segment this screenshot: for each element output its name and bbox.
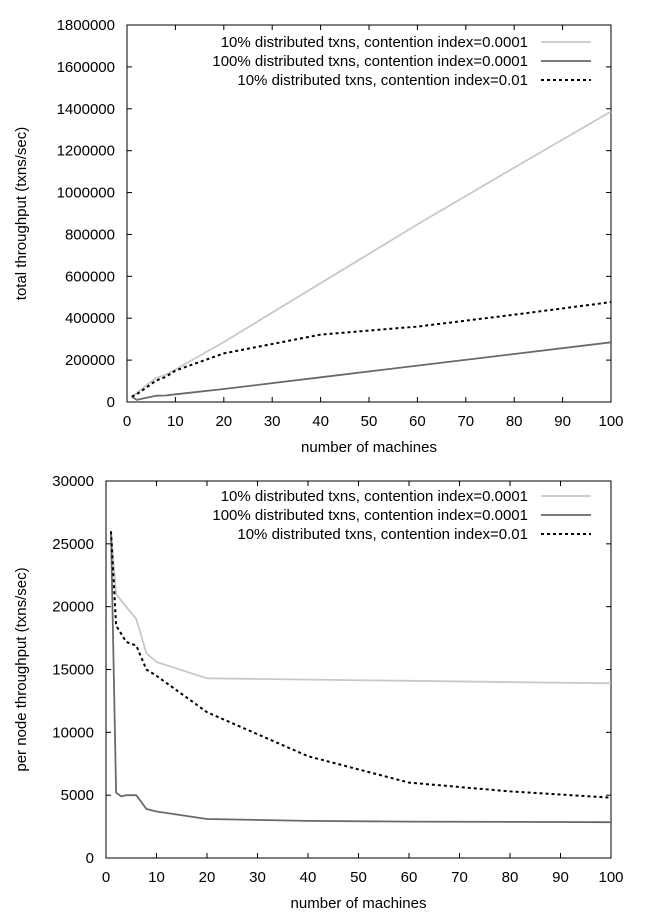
y-tick-label: 600000 bbox=[65, 268, 115, 285]
x-tick-label: 50 bbox=[361, 413, 378, 430]
series-line-2 bbox=[110, 531, 612, 824]
y-tick-label: 1800000 bbox=[57, 17, 115, 34]
series-line-1 bbox=[110, 531, 612, 685]
x-tick-label: 10 bbox=[167, 413, 184, 430]
y-tick-label: 200000 bbox=[65, 352, 115, 369]
y-tick-label: 5000 bbox=[61, 787, 94, 804]
y-tick-label: 0 bbox=[86, 850, 94, 867]
chart-1: 0 200000 400000 600000 800000 1000000 1200000 1… bbox=[13, 17, 624, 456]
x-tick-label: 50 bbox=[350, 869, 367, 886]
legend-label: 10% distributed txns, contention index=0… bbox=[221, 488, 528, 505]
x-tick-label: 80 bbox=[502, 869, 519, 886]
series-line-3 bbox=[110, 531, 612, 799]
y-tick-label: 1400000 bbox=[57, 101, 115, 118]
x-tick-label: 30 bbox=[264, 413, 281, 430]
x-tick-label: 100 bbox=[598, 869, 623, 886]
y-tick-label: 10000 bbox=[52, 724, 94, 741]
x-tick-label: 10 bbox=[148, 869, 165, 886]
legend-label: 100% distributed txns, contention index=… bbox=[212, 507, 528, 524]
legend-label: 100% distributed txns, contention index=… bbox=[212, 53, 528, 70]
x-tick-label: 30 bbox=[249, 869, 266, 886]
x-tick-label: 90 bbox=[554, 413, 571, 430]
x-tick-label: 0 bbox=[102, 869, 110, 886]
y-axis-title: per node throughput (txns/sec) bbox=[13, 567, 30, 771]
y-tick-label: 800000 bbox=[65, 226, 115, 243]
x-tick-label: 20 bbox=[199, 869, 216, 886]
legend-label: 10% distributed txns, contention index=0… bbox=[221, 34, 528, 51]
legend-label: 10% distributed txns, contention index=0… bbox=[237, 72, 528, 89]
y-tick-label: 25000 bbox=[52, 536, 94, 553]
y-tick-label: 20000 bbox=[52, 599, 94, 616]
x-tick-label: 0 bbox=[123, 413, 131, 430]
series-line-2 bbox=[131, 341, 612, 401]
x-tick-label: 40 bbox=[312, 413, 329, 430]
y-tick-label: 30000 bbox=[52, 473, 94, 490]
y-axis-title: total throughput (txns/sec) bbox=[13, 127, 30, 300]
x-tick-label: 80 bbox=[506, 413, 523, 430]
legend: 10% distributed txns, contention index=0… bbox=[212, 488, 591, 543]
y-tick-label: 1000000 bbox=[57, 185, 115, 202]
series-line-1 bbox=[131, 110, 612, 398]
x-tick-label: 60 bbox=[401, 869, 418, 886]
y-tick-label: 1600000 bbox=[57, 59, 115, 76]
legend-label: 10% distributed txns, contention index=0… bbox=[237, 526, 528, 543]
x-tick-label: 100 bbox=[598, 413, 623, 430]
x-tick-label: 90 bbox=[552, 869, 569, 886]
x-axis-title: number of machines bbox=[301, 439, 437, 456]
series-line-3 bbox=[131, 301, 612, 398]
y-tick-label: 0 bbox=[107, 394, 115, 411]
x-tick-label: 20 bbox=[215, 413, 232, 430]
y-tick-label: 1200000 bbox=[57, 143, 115, 160]
chart-2: 0 5000 10000 15000 20000 25000 30000 0 10 20 30 40 5… bbox=[13, 473, 624, 912]
x-axis-title: number of machines bbox=[291, 895, 427, 912]
y-tick-label: 400000 bbox=[65, 310, 115, 327]
y-tick-label: 15000 bbox=[52, 662, 94, 679]
x-tick-label: 60 bbox=[409, 413, 426, 430]
x-tick-label: 70 bbox=[457, 413, 474, 430]
x-tick-label: 70 bbox=[451, 869, 468, 886]
legend: 10% distributed txns, contention index=0… bbox=[212, 34, 591, 89]
x-tick-label: 40 bbox=[300, 869, 317, 886]
